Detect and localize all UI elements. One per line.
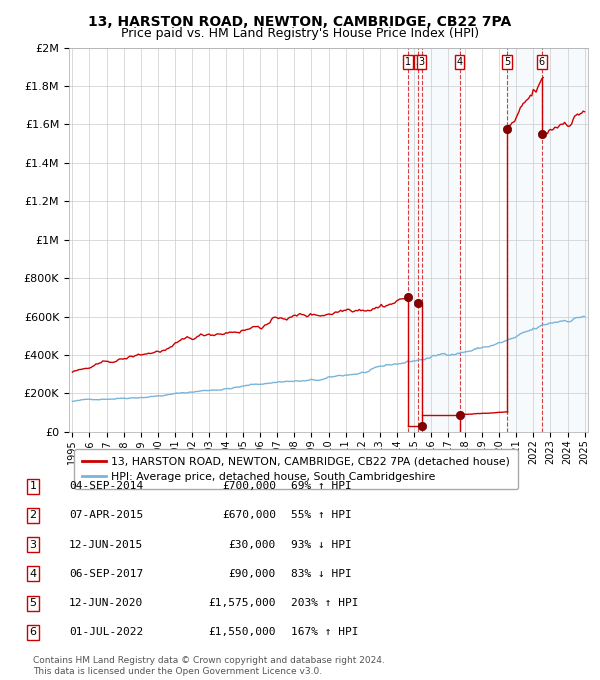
- Text: 2: 2: [29, 511, 37, 520]
- Text: £700,000: £700,000: [222, 481, 276, 491]
- Text: 07-APR-2015: 07-APR-2015: [69, 511, 143, 520]
- Text: 1: 1: [29, 481, 37, 491]
- Text: £1,575,000: £1,575,000: [209, 598, 276, 608]
- Text: 13, HARSTON ROAD, NEWTON, CAMBRIDGE, CB22 7PA: 13, HARSTON ROAD, NEWTON, CAMBRIDGE, CB2…: [88, 15, 512, 29]
- Text: 4: 4: [457, 57, 463, 67]
- Text: 2: 2: [415, 57, 422, 67]
- Text: 12-JUN-2020: 12-JUN-2020: [69, 598, 143, 608]
- Text: £670,000: £670,000: [222, 511, 276, 520]
- Text: 5: 5: [29, 598, 37, 608]
- Text: 167% ↑ HPI: 167% ↑ HPI: [291, 628, 359, 637]
- Text: Price paid vs. HM Land Registry's House Price Index (HPI): Price paid vs. HM Land Registry's House …: [121, 27, 479, 39]
- Text: £90,000: £90,000: [229, 569, 276, 579]
- Text: This data is licensed under the Open Government Licence v3.0.: This data is licensed under the Open Gov…: [33, 667, 322, 676]
- Bar: [408, 48, 460, 432]
- Text: 01-JUL-2022: 01-JUL-2022: [69, 628, 143, 637]
- Text: 4: 4: [29, 569, 37, 579]
- Legend: 13, HARSTON ROAD, NEWTON, CAMBRIDGE, CB22 7PA (detached house), HPI: Average pri: 13, HARSTON ROAD, NEWTON, CAMBRIDGE, CB2…: [74, 449, 518, 490]
- Text: 12-JUN-2015: 12-JUN-2015: [69, 540, 143, 549]
- Text: 6: 6: [29, 628, 37, 637]
- Text: 5: 5: [504, 57, 510, 67]
- Bar: [507, 48, 600, 432]
- Text: 3: 3: [418, 57, 425, 67]
- Text: 06-SEP-2017: 06-SEP-2017: [69, 569, 143, 579]
- Text: 69% ↑ HPI: 69% ↑ HPI: [291, 481, 352, 491]
- Text: 04-SEP-2014: 04-SEP-2014: [69, 481, 143, 491]
- Text: 203% ↑ HPI: 203% ↑ HPI: [291, 598, 359, 608]
- Text: 6: 6: [539, 57, 545, 67]
- Text: Contains HM Land Registry data © Crown copyright and database right 2024.: Contains HM Land Registry data © Crown c…: [33, 656, 385, 665]
- Text: 93% ↓ HPI: 93% ↓ HPI: [291, 540, 352, 549]
- Text: 1: 1: [405, 57, 411, 67]
- Text: £30,000: £30,000: [229, 540, 276, 549]
- Text: 83% ↓ HPI: 83% ↓ HPI: [291, 569, 352, 579]
- Text: 55% ↑ HPI: 55% ↑ HPI: [291, 511, 352, 520]
- Text: 3: 3: [29, 540, 37, 549]
- Text: £1,550,000: £1,550,000: [209, 628, 276, 637]
